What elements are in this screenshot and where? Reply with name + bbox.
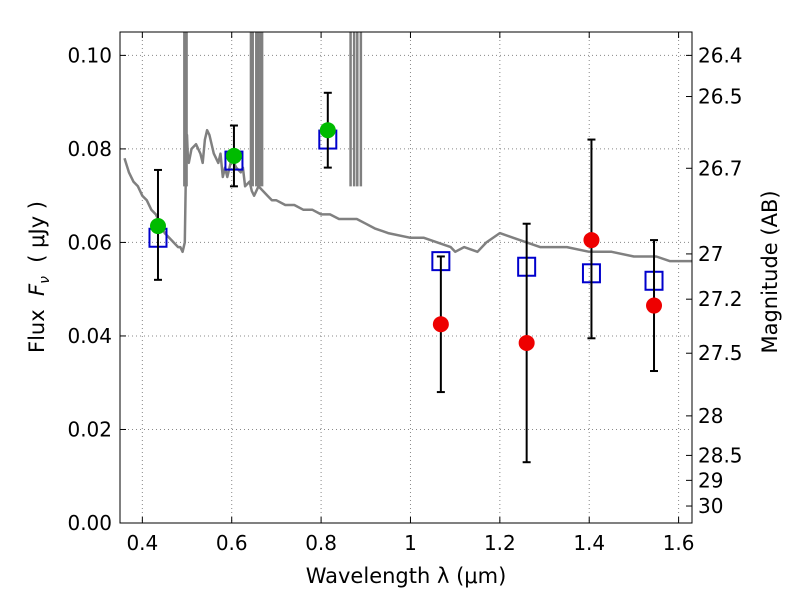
plot-area	[123, 32, 692, 464]
y2-tick-label: 27.2	[698, 287, 743, 311]
y2-tick-label: 26.5	[698, 85, 743, 109]
non-detection-point	[646, 297, 663, 314]
non-detection-point	[583, 232, 600, 249]
y-tick-label: 0.06	[67, 230, 112, 254]
x-tick-label: 1	[404, 531, 417, 555]
detection-point	[319, 122, 336, 139]
x-tick-label: 1.4	[573, 531, 605, 555]
grid	[120, 32, 692, 524]
y-axis-label-suffix: ( μJy )	[25, 201, 49, 276]
non-detection-point	[518, 334, 535, 351]
x-tick-label: 1.2	[484, 531, 516, 555]
y-tick-label: 0.10	[67, 43, 112, 67]
y-axis-label-var: F	[25, 283, 49, 296]
x-tick-label: 0.8	[305, 531, 337, 555]
x-axis-label: Wavelength λ (μm)	[306, 564, 507, 588]
y2-tick-label: 26.4	[698, 43, 743, 67]
detection-point	[149, 218, 166, 235]
y-axis-label-sub: ν	[37, 276, 53, 284]
y-axis-label: Flux Fν ( μJy )	[25, 201, 53, 353]
y-tick-label: 0.02	[67, 417, 112, 441]
x-tick-label: 0.4	[126, 531, 158, 555]
y2-tick-label: 26.7	[698, 156, 743, 180]
y2-tick-label: 28	[698, 404, 723, 428]
x-tick-label: 0.6	[216, 531, 248, 555]
y-axis-label-prefix: Flux	[25, 296, 49, 353]
x-tick-label: 1.6	[663, 531, 695, 555]
detection-point	[225, 147, 242, 164]
y2-tick-label: 30	[698, 494, 723, 518]
y2-tick-label: 27	[698, 242, 723, 266]
y2-tick-label: 28.5	[698, 443, 743, 467]
y2-tick-label: 27.5	[698, 341, 743, 365]
y-tick-label: 0.08	[67, 137, 112, 161]
y2-tick-label: 29	[698, 468, 723, 492]
non-detection-point	[432, 316, 449, 333]
y2-axis-label: Magnitude (AB)	[758, 190, 782, 353]
y-tick-label: 0.00	[67, 511, 112, 535]
axis-ticks: 0.4 0.6 0.8 1 1.2 1.4 1.6 0.00 0.02 0.04 0.06 0.08 0…	[67, 32, 743, 555]
y-tick-label: 0.04	[67, 324, 112, 348]
plot-frame	[119, 31, 693, 524]
model-spectrum-line	[123, 128, 692, 263]
